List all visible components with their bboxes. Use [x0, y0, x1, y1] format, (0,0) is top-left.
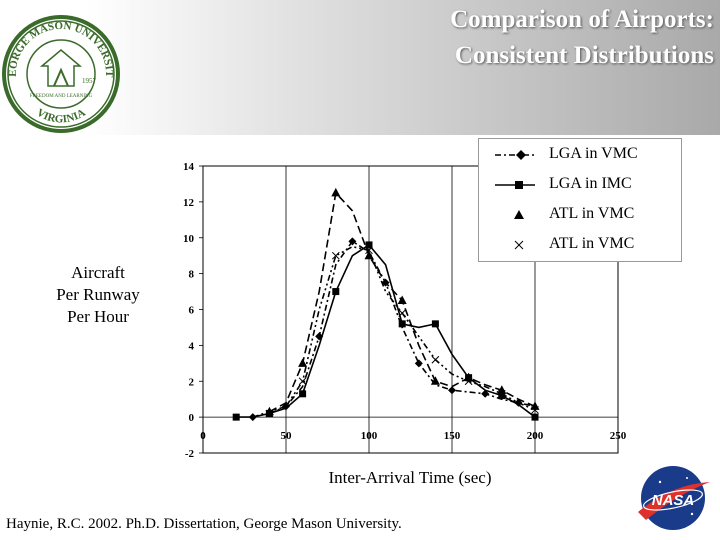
- data-point-diamond: [315, 332, 324, 341]
- data-point-x: [365, 246, 373, 255]
- legend-item-lga-imc: LGA in IMC: [479, 170, 681, 200]
- data-point-triangle: [298, 358, 308, 367]
- title-line-1: Comparison of Airports:: [450, 6, 714, 33]
- x-tick-label: 50: [281, 430, 293, 442]
- y-axis-label-line: Aircraft: [71, 263, 125, 282]
- data-point-diamond: [448, 386, 456, 395]
- data-point-triangle: [364, 250, 374, 260]
- data-point-x: [497, 389, 506, 398]
- data-point-x: [398, 309, 407, 317]
- data-point-diamond: [414, 359, 423, 368]
- nasa-logo: NASA: [638, 466, 710, 530]
- y-tick-label: 14: [183, 161, 195, 173]
- legend-label: ATL in VMC: [549, 205, 635, 222]
- chart-legend: LGA in VMC LGA in IMC ATL in VMC ATL in …: [478, 138, 682, 262]
- data-point-diamond: [282, 402, 290, 411]
- data-point-diamond: [248, 413, 257, 422]
- x-axis-label: Inter-Arrival Time (sec): [328, 468, 492, 487]
- nasa-logo-text: NASA: [652, 492, 695, 509]
- seal-motto: FREEDOM AND LEARNING: [30, 94, 93, 99]
- data-point-triangle: [331, 187, 341, 197]
- x-tick-label: 250: [610, 430, 627, 442]
- y-tick-label: 10: [183, 233, 195, 245]
- legend-item-lga-vmc: LGA in VMC: [479, 140, 681, 170]
- data-point-diamond: [381, 278, 390, 287]
- data-point-square: [398, 320, 406, 328]
- legend-label: ATL in VMC: [549, 235, 635, 252]
- y-tick-label: 0: [189, 412, 195, 424]
- title-line-2: Consistent Distributions: [454, 42, 714, 69]
- data-point-x: [531, 406, 539, 414]
- legend-swatch: [495, 181, 535, 189]
- legend-swatch: [514, 240, 524, 250]
- data-point-square: [498, 392, 506, 400]
- y-tick-label: 12: [183, 197, 195, 209]
- legend-label: LGA in VMC: [549, 145, 638, 162]
- legend-swatch: [495, 150, 535, 160]
- data-point-square: [431, 320, 439, 328]
- data-point-x: [431, 355, 440, 364]
- y-tick-label: 4: [189, 340, 195, 352]
- x-tick-label: 100: [361, 430, 378, 442]
- data-point-square: [232, 413, 240, 421]
- data-point-square: [531, 413, 539, 421]
- y-tick-label: 8: [189, 269, 195, 281]
- x-tick-label: 0: [200, 430, 206, 442]
- y-axis-label-line: Per Hour: [67, 307, 129, 326]
- x-tick-label: 200: [527, 430, 544, 442]
- y-axis-label: Aircraft Per Runway Per Hour: [40, 262, 156, 328]
- data-point-triangle: [397, 295, 407, 305]
- data-point-triangle: [264, 406, 274, 416]
- data-point-x: [331, 251, 340, 260]
- seal-bottom-text: VIRGINIA: [34, 107, 87, 126]
- y-axis-label-line: Per Runway: [56, 285, 140, 304]
- legend-item-atl-vmc-2: ATL in VMC: [479, 230, 681, 260]
- legend-swatch: [514, 210, 524, 219]
- university-seal: GEORGE MASON UNIVERSITY VIRGINIA 1957 FR…: [2, 4, 120, 133]
- data-point-square: [299, 390, 307, 398]
- y-tick-label: 2: [189, 376, 195, 388]
- seal-year: 1957: [82, 77, 97, 85]
- data-point-diamond: [514, 398, 523, 407]
- citation: Haynie, R.C. 2002. Ph.D. Dissertation, G…: [6, 516, 402, 532]
- y-tick-label: -2: [185, 448, 195, 460]
- data-point-square: [365, 241, 373, 249]
- x-tick-label: 150: [444, 430, 461, 442]
- data-point-x: [265, 409, 274, 418]
- data-point-diamond: [481, 389, 490, 398]
- data-point-square: [332, 288, 340, 296]
- data-point-triangle: [430, 376, 440, 385]
- header-bar: [0, 0, 720, 135]
- data-point-x: [298, 377, 307, 386]
- y-tick-label: 6: [189, 305, 195, 317]
- data-point-x: [464, 377, 473, 386]
- data-point-diamond: [348, 237, 357, 246]
- legend-label: LGA in IMC: [549, 175, 632, 192]
- legend-item-atl-vmc: ATL in VMC: [479, 200, 681, 230]
- slide-title: Comparison of Airports: Consistent Distr…: [450, 2, 714, 74]
